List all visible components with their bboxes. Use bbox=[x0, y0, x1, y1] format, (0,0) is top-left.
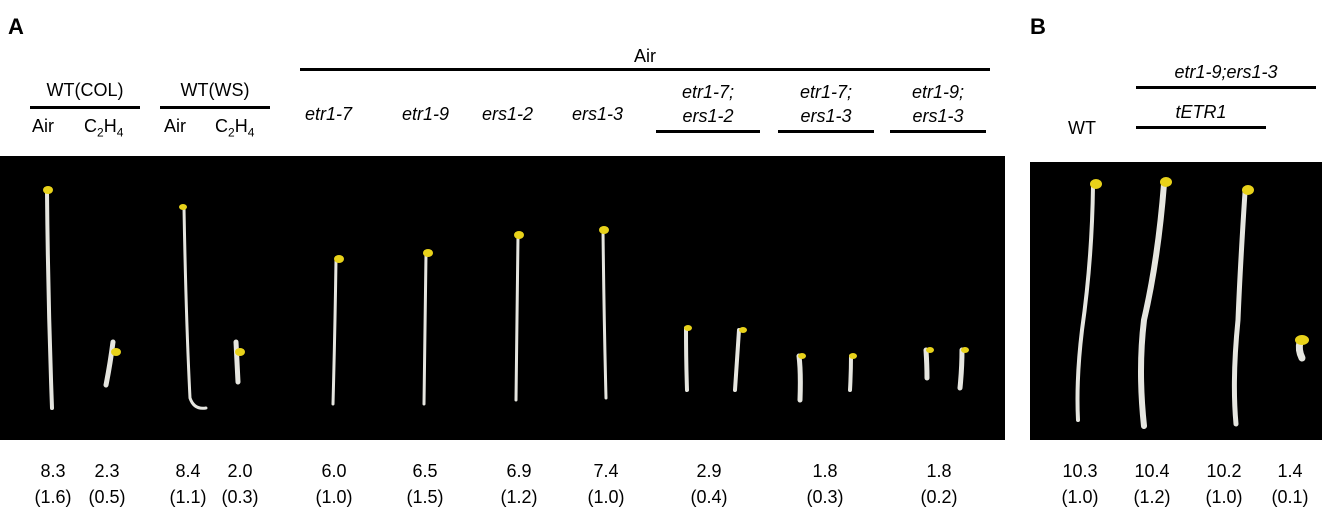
seedling-photo-a bbox=[0, 156, 1005, 440]
measurement-etr1-7-ers1-3: 1.8 (0.3) bbox=[800, 458, 850, 510]
double-mutant-1-line2: ers1-2 bbox=[682, 106, 734, 126]
sd-value: (0.2) bbox=[920, 487, 958, 507]
wt-col-header: WT(COL) bbox=[46, 80, 124, 100]
sd-value: (1.0) bbox=[587, 487, 625, 507]
sd-value: (1.5) bbox=[406, 487, 444, 507]
panel-label-a: A bbox=[8, 14, 24, 39]
seedling-ers1-2 bbox=[514, 234, 520, 402]
mean-value: 6.0 bbox=[321, 461, 347, 481]
double-mutant-3: etr1-9; ers1-3 bbox=[890, 80, 986, 128]
measurement-b-wt: 10.3 (1.0) bbox=[1052, 458, 1108, 510]
sd-value: (0.5) bbox=[88, 487, 126, 507]
seedling-b-line2 bbox=[1231, 189, 1248, 427]
genotype-header-b-bar bbox=[1136, 86, 1316, 89]
genotype-ers1-3: ers1-3 bbox=[572, 104, 624, 124]
condition-ethylene-col: C2H4 bbox=[84, 116, 124, 140]
seedling-etr1-9 bbox=[422, 252, 428, 406]
measurement-b-line3: 1.4 (0.1) bbox=[1262, 458, 1318, 510]
sd-value: (0.1) bbox=[1271, 487, 1309, 507]
genotype-etr1-9: etr1-9 bbox=[402, 104, 450, 124]
measurement-etr1-9-ers1-3: 1.8 (0.2) bbox=[914, 458, 964, 510]
measurement-etr1-7: 6.0 (1.0) bbox=[309, 458, 359, 510]
mean-value: 1.4 bbox=[1277, 461, 1303, 481]
seedling-wt-ws-air bbox=[182, 206, 208, 410]
sd-value: (1.2) bbox=[1133, 487, 1171, 507]
wt-col-bar bbox=[30, 106, 140, 109]
measurement-wt-col-air: 8.3 (1.6) bbox=[28, 458, 78, 510]
mean-value: 6.9 bbox=[506, 461, 532, 481]
sd-value: (0.3) bbox=[221, 487, 259, 507]
measurement-etr1-9: 6.5 (1.5) bbox=[400, 458, 450, 510]
mean-value: 1.8 bbox=[812, 461, 838, 481]
wt-ws-bar bbox=[160, 106, 270, 109]
seedling-double-2b bbox=[848, 354, 853, 392]
double-mutant-2-bar bbox=[778, 130, 874, 133]
mean-value: 2.0 bbox=[227, 461, 253, 481]
panel-label-b: B bbox=[1030, 14, 1046, 39]
transgene-label: tETR1 bbox=[1175, 102, 1227, 122]
double-mutant-3-line2: ers1-3 bbox=[912, 106, 964, 126]
genotype-ers1-2: ers1-2 bbox=[482, 104, 534, 124]
mean-value: 1.8 bbox=[926, 461, 952, 481]
mean-value: 6.5 bbox=[412, 461, 438, 481]
seedling-double-3a bbox=[923, 347, 930, 381]
seedling-ers1-3 bbox=[601, 228, 608, 400]
sd-value: (1.0) bbox=[1061, 487, 1099, 507]
seedling-wt-col-air bbox=[45, 190, 54, 410]
mean-value: 8.3 bbox=[40, 461, 66, 481]
seedling-wt-ws-ethylene bbox=[233, 339, 241, 385]
sd-value: (1.0) bbox=[315, 487, 353, 507]
sd-value: (1.6) bbox=[34, 487, 72, 507]
mean-value: 7.4 bbox=[593, 461, 619, 481]
transgene-bar bbox=[1136, 126, 1266, 129]
measurement-b-line2: 10.2 (1.0) bbox=[1196, 458, 1252, 510]
mean-value: 10.2 bbox=[1206, 461, 1242, 481]
seedling-double-3b bbox=[957, 347, 965, 391]
measurement-wt-ws-ethylene: 2.0 (0.3) bbox=[215, 458, 265, 510]
seedling-wt-col-ethylene bbox=[103, 339, 116, 388]
condition-ethylene-ws: C2H4 bbox=[215, 116, 255, 140]
wt-ws-header: WT(WS) bbox=[180, 80, 250, 100]
double-mutant-1-bar bbox=[656, 130, 760, 133]
seedling-b-line1 bbox=[1138, 181, 1167, 429]
seedling-double-1a bbox=[684, 326, 689, 392]
mean-value: 2.9 bbox=[696, 461, 722, 481]
seedling-double-2a bbox=[796, 353, 803, 403]
mean-value: 8.4 bbox=[175, 461, 201, 481]
seedling-etr1-7 bbox=[331, 258, 338, 406]
double-mutant-2-line1: etr1-7; bbox=[799, 82, 853, 102]
sd-value: (1.0) bbox=[1205, 487, 1243, 507]
sd-value: (1.1) bbox=[169, 487, 207, 507]
double-mutant-2-line2: ers1-3 bbox=[800, 106, 852, 126]
seedling-b-wt bbox=[1075, 184, 1095, 422]
measurement-b-line1: 10.4 (1.2) bbox=[1124, 458, 1180, 510]
double-mutant-3-line1: etr1-9; bbox=[911, 82, 965, 102]
condition-air-col: Air bbox=[32, 116, 54, 136]
measurement-ers1-3: 7.4 (1.0) bbox=[581, 458, 631, 510]
double-mutant-1-line1: etr1-7; bbox=[681, 82, 735, 102]
genotype-etr1-7: etr1-7 bbox=[305, 104, 353, 124]
sd-value: (1.2) bbox=[500, 487, 538, 507]
measurement-wt-ws-air: 8.4 (1.1) bbox=[163, 458, 213, 510]
double-mutant-2: etr1-7; ers1-3 bbox=[778, 80, 874, 128]
double-mutant-1: etr1-7; ers1-2 bbox=[656, 80, 760, 128]
wt-label-b: WT bbox=[1068, 118, 1096, 138]
genotype-header-b: etr1-9;ers1-3 bbox=[1174, 62, 1278, 82]
measurement-wt-col-ethylene: 2.3 (0.5) bbox=[82, 458, 132, 510]
condition-air-ws: Air bbox=[164, 116, 186, 136]
sd-value: (0.4) bbox=[690, 487, 728, 507]
mean-value: 2.3 bbox=[94, 461, 120, 481]
mean-value: 10.3 bbox=[1062, 461, 1098, 481]
air-group-bar bbox=[300, 68, 990, 71]
mean-value: 10.4 bbox=[1134, 461, 1170, 481]
air-group-header: Air bbox=[634, 46, 656, 66]
sd-value: (0.3) bbox=[806, 487, 844, 507]
double-mutant-3-bar bbox=[890, 130, 986, 133]
seedling-double-1b bbox=[733, 328, 741, 392]
measurement-etr1-7-ers1-2: 2.9 (0.4) bbox=[684, 458, 734, 510]
measurement-ers1-2: 6.9 (1.2) bbox=[494, 458, 544, 510]
